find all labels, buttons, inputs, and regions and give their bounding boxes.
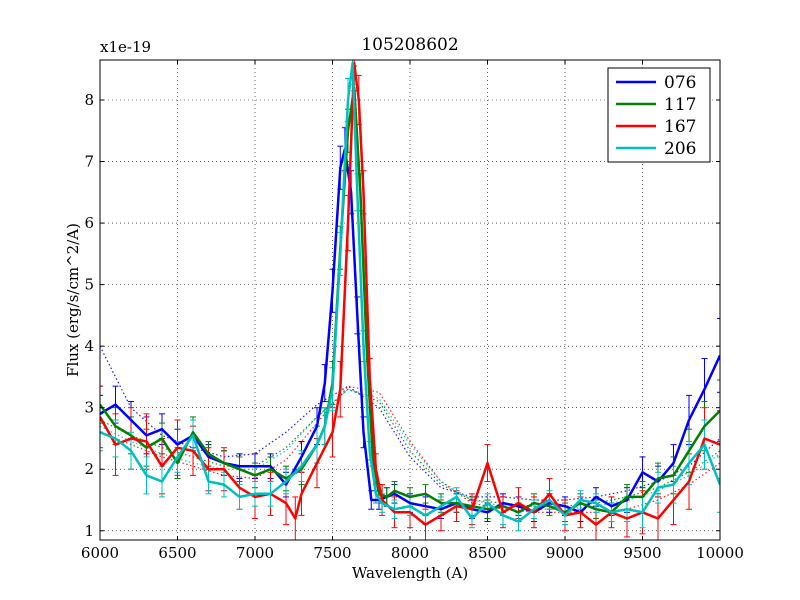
series-line-117	[100, 86, 720, 514]
y-tick-label: 5	[84, 276, 94, 294]
series-line-167	[100, 61, 720, 526]
x-tick-label: 6500	[158, 544, 196, 562]
x-tick-label: 6000	[81, 544, 119, 562]
axis-ticks: 6000 6500 7000 7500 8000 8500 9000 9500 10000 1 2 3…	[81, 60, 744, 562]
x-tick-label: 9000	[546, 544, 584, 562]
legend-label-206: 206	[664, 139, 696, 159]
x-tick-label: 8500	[468, 544, 506, 562]
y-tick-label: 1	[84, 522, 94, 540]
y-tick-label: 2	[84, 460, 94, 478]
legend-label-167: 167	[664, 117, 696, 137]
y-tick-label: 8	[84, 91, 94, 109]
data-series	[100, 61, 720, 526]
y-axis-label: Flux (erg/s/cm^2/A)	[64, 223, 82, 377]
y-tick-label: 6	[84, 214, 94, 232]
chart-title: 105208602	[361, 35, 458, 55]
model-curve-117	[100, 388, 720, 507]
x-tick-label: 8000	[391, 544, 429, 562]
legend-box	[607, 67, 711, 163]
y-tick-label: 3	[84, 399, 94, 417]
x-tick-label: 9500	[623, 544, 661, 562]
x-tick-label: 7000	[236, 544, 274, 562]
legend-label-117: 117	[664, 95, 696, 115]
model-curve-167	[100, 385, 720, 513]
series-line-206	[100, 61, 720, 523]
model-curves	[100, 345, 720, 513]
y-scale-label: x1e-19	[100, 38, 151, 56]
y-tick-label: 4	[84, 337, 94, 355]
x-axis-label: Wavelength (A)	[352, 564, 468, 582]
x-tick-label: 10000	[696, 544, 744, 562]
y-tick-label: 7	[84, 153, 94, 171]
legend-label-076: 076	[664, 73, 696, 93]
x-tick-label: 7500	[313, 544, 351, 562]
model-curve-206	[100, 388, 720, 510]
